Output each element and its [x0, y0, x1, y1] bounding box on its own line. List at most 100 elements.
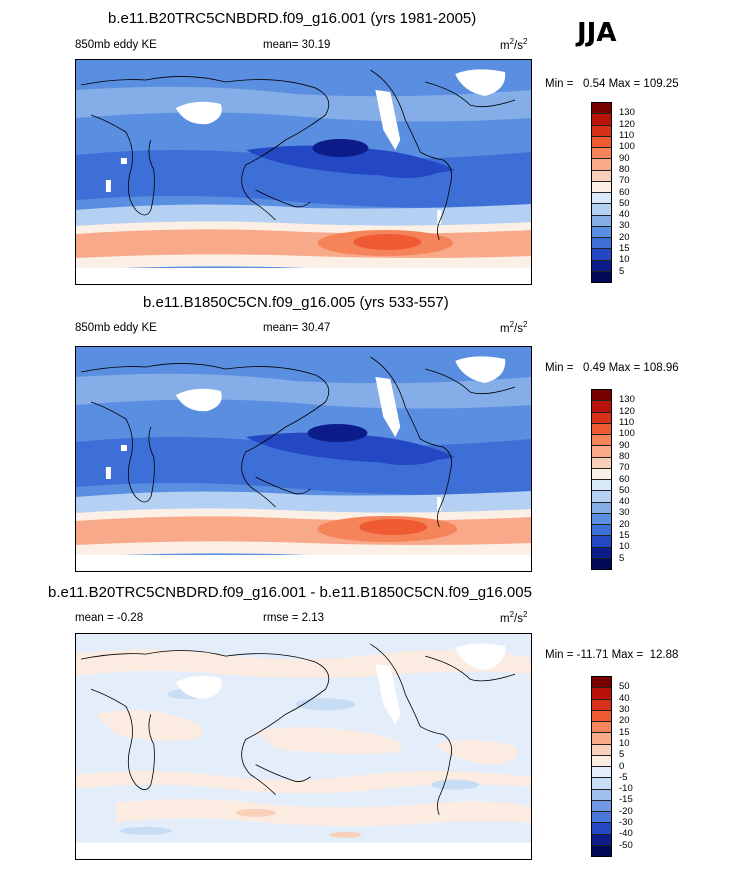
colorbar-swatch: [592, 812, 611, 824]
colorbar-tick-label: 20: [619, 715, 630, 727]
colorbar-swatch: [592, 260, 611, 272]
panel-2-map: [75, 346, 532, 572]
colorbar-tick-label: 15: [619, 243, 630, 255]
panel-3-units: m2/s2: [500, 610, 528, 625]
colorbar-tick-label: 5: [619, 265, 625, 277]
panel-2-variable-label: 850mb eddy KE: [75, 322, 157, 334]
colorbar-tick-label: 50: [619, 484, 630, 496]
colorbar-swatch: [592, 677, 611, 689]
colorbar-swatch: [592, 423, 611, 435]
colorbar-swatch: [592, 525, 611, 537]
panel-3-title: b.e11.B20TRC5CNBDRD.f09_g16.001 - b.e11.…: [48, 584, 532, 601]
colorbar-swatch: [592, 733, 611, 745]
colorbar-swatch: [592, 238, 611, 250]
colorbar-tick-label: 50: [619, 197, 630, 209]
colorbar-swatch: [592, 547, 611, 559]
panel-3-mean-label: mean = -0.28: [75, 612, 144, 624]
colorbar-tick-label: -15: [619, 794, 633, 806]
season-label: JJA: [577, 18, 617, 48]
colorbar-tick-label: -40: [619, 828, 633, 840]
colorbar-swatch: [592, 513, 611, 525]
colorbar-swatch: [592, 193, 611, 205]
colorbar-swatch: [592, 148, 611, 160]
colorbar-swatch: [592, 468, 611, 480]
panel-2-title: b.e11.B1850C5CN.f09_g16.005 (yrs 533-557…: [143, 294, 449, 311]
panel-3-rmse-label: rmse = 2.13: [263, 612, 325, 624]
colorbar-tick-label: 120: [619, 118, 635, 130]
colorbar-swatch: [592, 103, 611, 115]
colorbar-swatch: [592, 767, 611, 779]
colorbar-tick-label: 5: [619, 749, 625, 761]
colorbar-swatch: [592, 845, 611, 856]
colorbar-tick-label: 15: [619, 530, 630, 542]
colorbar-swatch: [592, 699, 611, 711]
colorbar-swatch: [592, 558, 611, 569]
colorbar-swatch: [592, 249, 611, 261]
colorbar-tick-label: -10: [619, 783, 633, 795]
colorbar-tick-label: 110: [619, 416, 635, 428]
colorbar-tick-label: 30: [619, 220, 630, 232]
colorbar-tick-label: 100: [619, 428, 635, 440]
colorbar-tick-label: 80: [619, 450, 630, 462]
colorbar-swatch: [592, 204, 611, 216]
colorbar-swatch: [592, 789, 611, 801]
panel-1-mean-label: mean= 30.19: [263, 39, 331, 51]
colorbar-swatch: [592, 457, 611, 469]
colorbar-swatch: [592, 688, 611, 700]
colorbar-tick-label: -50: [619, 839, 633, 851]
colorbar-tick-label: 100: [619, 141, 635, 153]
colorbar-tick-label: 120: [619, 405, 635, 417]
colorbar-swatch: [592, 755, 611, 767]
colorbar-tick-label: 110: [619, 129, 635, 141]
colorbar-swatch: [592, 390, 611, 402]
panel-3-minmax: Min = -11.71 Max = 12.88: [545, 649, 679, 661]
panel-3-map: [75, 633, 532, 860]
panel-3-colorbar: [591, 676, 612, 857]
colorbar-tick-label: 130: [619, 394, 635, 406]
colorbar-swatch: [592, 834, 611, 846]
colorbar-swatch: [592, 435, 611, 447]
colorbar-swatch: [592, 722, 611, 734]
colorbar-tick-label: 0: [619, 760, 625, 772]
colorbar-tick-label: 10: [619, 737, 630, 749]
colorbar-tick-label: -5: [619, 771, 628, 783]
colorbar-swatch: [592, 271, 611, 282]
colorbar-swatch: [592, 401, 611, 413]
colorbar-tick-label: 70: [619, 175, 630, 187]
colorbar-tick-label: -30: [619, 817, 633, 829]
colorbar-tick-label: 90: [619, 152, 630, 164]
panel-1-colorbar: [591, 102, 612, 283]
colorbar-swatch: [592, 480, 611, 492]
colorbar-tick-label: 20: [619, 518, 630, 530]
colorbar-tick-label: 5: [619, 552, 625, 564]
colorbar-swatch: [592, 491, 611, 503]
colorbar-swatch: [592, 226, 611, 238]
panel-2-units: m2/s2: [500, 320, 528, 335]
colorbar-tick-label: 15: [619, 726, 630, 738]
panel-1-map: [75, 59, 532, 285]
panel-1-title: b.e11.B20TRC5CNBDRD.f09_g16.001 (yrs 198…: [108, 10, 477, 27]
colorbar-tick-label: 60: [619, 186, 630, 198]
colorbar-tick-label: 70: [619, 462, 630, 474]
colorbar-tick-label: 60: [619, 473, 630, 485]
colorbar-swatch: [592, 181, 611, 193]
panel-1-minmax: Min = 0.54 Max = 109.25: [545, 78, 679, 90]
colorbar-swatch: [592, 800, 611, 812]
colorbar-swatch: [592, 778, 611, 790]
panel-1-variable-label: 850mb eddy KE: [75, 39, 157, 51]
colorbar-tick-label: 10: [619, 541, 630, 553]
colorbar-tick-label: 50: [619, 681, 630, 693]
colorbar-tick-label: 30: [619, 507, 630, 519]
colorbar-swatch: [592, 744, 611, 756]
colorbar-swatch: [592, 823, 611, 835]
colorbar-tick-label: 40: [619, 496, 630, 508]
colorbar-swatch: [592, 502, 611, 514]
colorbar-swatch: [592, 536, 611, 548]
colorbar-swatch: [592, 170, 611, 182]
colorbar-swatch: [592, 412, 611, 424]
panel-2-minmax: Min = 0.49 Max = 108.96: [545, 362, 679, 374]
colorbar-tick-label: 40: [619, 692, 630, 704]
colorbar-swatch: [592, 710, 611, 722]
colorbar-tick-label: 20: [619, 231, 630, 243]
colorbar-swatch: [592, 136, 611, 148]
